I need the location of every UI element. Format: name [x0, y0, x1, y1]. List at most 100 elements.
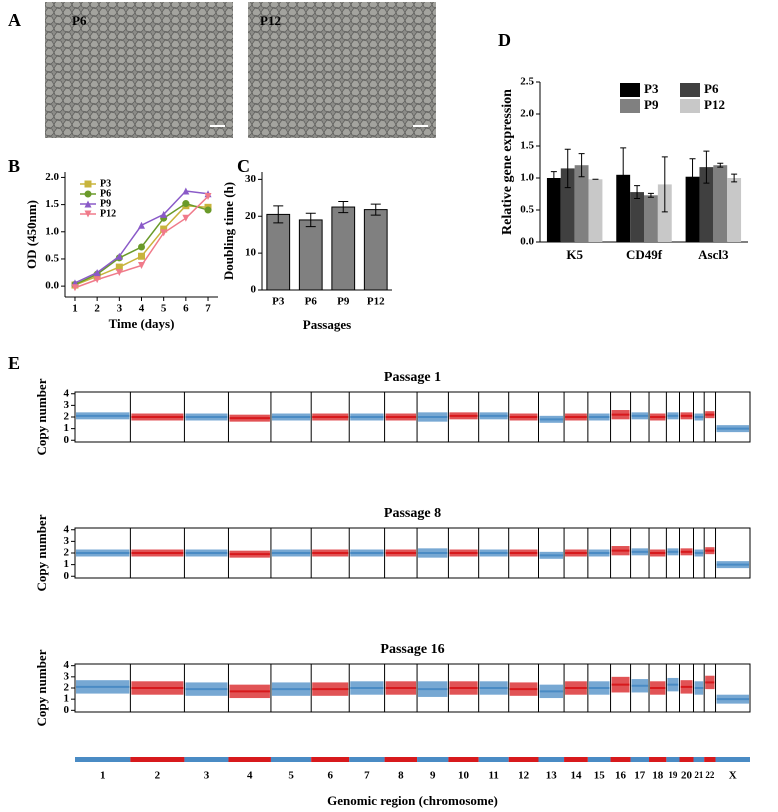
- legend-label: P6: [100, 188, 111, 199]
- chromosome-label: 20: [681, 770, 693, 782]
- bar: [644, 195, 658, 242]
- chromosome-label: 22: [705, 770, 715, 780]
- legend-swatch: [620, 83, 640, 97]
- bar: [713, 165, 728, 242]
- marker: [84, 190, 92, 198]
- y-tick-label: 0.5: [45, 252, 59, 264]
- y-tick-label: 3: [64, 399, 70, 411]
- chart-title: Passage 1: [384, 370, 441, 385]
- marker: [182, 214, 190, 222]
- marker: [84, 180, 92, 188]
- chromosome-segment: [538, 757, 565, 762]
- bar: [727, 178, 742, 242]
- chromosome-label: 8: [398, 770, 404, 782]
- y-axis-label: Relative gene expression: [500, 89, 515, 235]
- error-bar: [578, 153, 585, 178]
- chromosome-label: 2: [155, 770, 161, 782]
- micrograph: [248, 2, 436, 138]
- marker: [138, 221, 145, 229]
- y-axis-label: Doubling time (h): [221, 182, 236, 280]
- chromosome-segment: [384, 757, 418, 762]
- y-tick-label: 10: [245, 247, 257, 259]
- chromosome-label: 10: [458, 770, 470, 782]
- marker: [160, 210, 168, 218]
- chromosome-segment: [630, 757, 650, 762]
- y-axis-label: OD (450nm): [24, 200, 39, 269]
- legend-label: P6: [704, 81, 719, 96]
- chromosome-label: 17: [634, 770, 646, 782]
- chromosome-segment: [715, 757, 750, 762]
- x-tick-label: P12: [367, 296, 385, 308]
- chromosome-label: 4: [247, 770, 253, 782]
- marker: [160, 229, 168, 237]
- y-tick-label: 1.0: [45, 225, 59, 237]
- y-axis-label: Copy number: [34, 514, 49, 591]
- marker: [204, 192, 212, 200]
- chromosome-segment: [270, 757, 312, 762]
- chromosome-segment: [666, 757, 680, 762]
- chromosome-label: 21: [694, 770, 704, 780]
- chromosome-label: X: [729, 770, 737, 782]
- chromosome-label: 7: [364, 770, 370, 782]
- chromosome-segment: [610, 757, 631, 762]
- y-tick-label: 4: [64, 387, 70, 399]
- chart-title: Passage 8: [384, 506, 441, 521]
- chromosome-segment: [693, 757, 705, 762]
- error-bar: [689, 158, 696, 196]
- error-bar: [564, 148, 571, 189]
- error-bar: [620, 147, 627, 203]
- chromosome-segment: [417, 757, 449, 762]
- chromosome-label: 14: [570, 770, 582, 782]
- panel-letter: B: [8, 156, 20, 176]
- x-tick-label: P6: [305, 296, 318, 308]
- marker: [182, 187, 190, 195]
- chromosome-label: 13: [546, 770, 558, 782]
- legend-label: P3: [100, 178, 111, 189]
- chromosome-label: 6: [327, 770, 333, 782]
- y-tick-label: 1.5: [520, 140, 534, 152]
- x-tick-label: 6: [183, 303, 189, 315]
- bar: [574, 165, 589, 242]
- marker: [138, 243, 145, 251]
- chromosome-label: 3: [204, 770, 210, 782]
- marker: [84, 200, 92, 208]
- y-tick-label: 4: [64, 523, 70, 535]
- x-tick-label: 3: [117, 303, 123, 315]
- marker: [115, 269, 123, 277]
- marker: [84, 210, 92, 218]
- legend-swatch: [620, 99, 640, 113]
- bar: [363, 209, 388, 291]
- y-tick-label: 1: [64, 422, 70, 434]
- legend-label: P9: [100, 198, 111, 209]
- chromosome-segment: [508, 757, 539, 762]
- y-tick-label: 2.0: [520, 108, 534, 120]
- bar: [331, 206, 356, 291]
- chromosome-segment: [311, 757, 350, 762]
- chromosome-segment: [228, 757, 271, 762]
- marker: [138, 261, 145, 269]
- chromosome-label: 11: [488, 770, 498, 782]
- x-tick-label: 5: [161, 303, 167, 315]
- legend-swatch: [680, 83, 700, 97]
- image-label: P12: [260, 13, 281, 28]
- error-bar: [703, 150, 710, 184]
- bar: [657, 184, 672, 242]
- chromosome-segment: [587, 757, 611, 762]
- chromosome-label: 16: [615, 770, 627, 782]
- micrograph: [45, 2, 233, 138]
- chromosome-segment: [704, 757, 716, 762]
- chromosome-label: 15: [594, 770, 606, 782]
- x-tick-label: P3: [272, 296, 285, 308]
- y-tick-label: 20: [245, 210, 257, 222]
- bar: [630, 192, 644, 242]
- x-tick-label: 4: [139, 303, 145, 315]
- y-axis-label: Copy number: [34, 649, 49, 726]
- legend-label: P9: [644, 97, 659, 112]
- error-bar: [338, 201, 349, 214]
- marker: [160, 225, 168, 233]
- chromosome-segment: [649, 757, 667, 762]
- chromosome-segment: [184, 757, 229, 762]
- y-tick-label: 0: [64, 434, 70, 446]
- y-tick-label: 3: [64, 670, 70, 682]
- error-bar: [661, 156, 668, 213]
